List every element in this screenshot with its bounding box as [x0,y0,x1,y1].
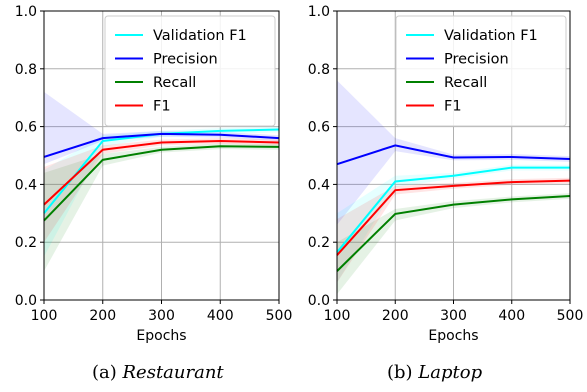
series-line-f1 [43,140,280,206]
x-tick-label: 100 [324,308,351,324]
legend: Validation F1 Precision Recall F1 [104,15,276,127]
y-tick-label: 0.2 [308,235,330,251]
legend-box [395,15,567,127]
x-tick-label: 500 [557,308,584,324]
y-tick-label: 0.4 [15,177,37,193]
caption-name: Restaurant [122,362,224,383]
legend-label-validation_f1: Validation F1 [444,28,538,44]
caption-prefix: (a) [92,362,123,383]
x-tick-label: 300 [148,308,175,324]
x-tick-label: 500 [266,308,293,324]
y-tick-label: 0.0 [308,293,330,309]
legend-box [104,15,276,127]
legend: Validation F1 Precision Recall F1 [395,15,567,127]
caption-restaurant: (a) Restaurant [92,362,224,383]
x-tick-label: 200 [382,308,409,324]
band-precision [337,80,570,225]
legend-label-recall: Recall [444,75,487,91]
x-tick-label: 400 [498,308,525,324]
y-tick-label: 0.6 [15,120,37,136]
legend-label-precision: Precision [444,52,509,68]
y-tick-label: 1.0 [308,4,330,20]
series-line-recall [336,194,571,272]
y-tick-label: 0.6 [308,120,330,136]
y-tick-label: 1.0 [15,4,37,20]
caption-prefix: (b) [387,362,419,383]
series-line-f1 [336,179,571,256]
chart-panel-1: 100 200 300 400 500 0.0 0.2 0.4 0.6 0.8 1.0 Epochs V… [15,4,293,344]
x-axis-label: Epochs [136,328,186,344]
series-line-recall [43,145,280,222]
y-tick-label: 0.0 [15,293,37,309]
x-tick-label: 400 [207,308,234,324]
series-line-precision [336,144,571,166]
caption-name: Laptop [418,362,483,383]
x-tick-label: 200 [89,308,116,324]
legend-label-validation_f1: Validation F1 [153,28,247,44]
x-axis-label: Epochs [428,328,478,344]
y-tick-label: 0.2 [15,235,37,251]
x-tick-label: 300 [440,308,467,324]
x-tick-label: 100 [31,308,58,324]
band-precision [44,91,279,165]
y-tick-label: 0.8 [15,62,37,78]
legend-label-f1: F1 [444,99,462,115]
legend-label-f1: F1 [153,99,171,115]
y-tick-label: 0.8 [308,62,330,78]
series-line-validation_f1 [336,166,570,253]
legend-label-recall: Recall [153,75,196,91]
y-tick-label: 0.4 [308,177,330,193]
legend-label-precision: Precision [153,52,218,68]
caption-laptop: (b) Laptop [387,362,482,383]
band-recall [337,193,570,295]
chart-panel-2: 100 200 300 400 500 0.0 0.2 0.4 0.6 0.8 1.0 Epochs V… [308,4,584,344]
series-line-precision [43,132,280,158]
